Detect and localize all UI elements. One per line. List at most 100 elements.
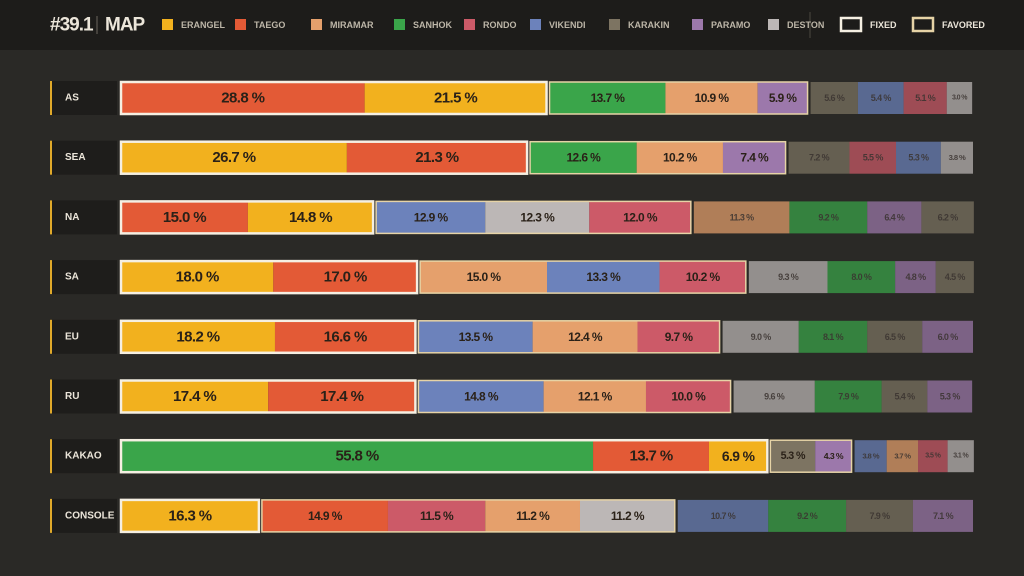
row-label-accent [50, 498, 52, 533]
bar-segment [947, 440, 974, 473]
group-border [119, 200, 375, 235]
group-border [119, 140, 529, 175]
bar-segment [748, 261, 828, 294]
bar-segment [918, 440, 948, 473]
legend-swatch [692, 19, 703, 30]
bar-segment [722, 141, 786, 174]
bar-segment [921, 201, 974, 234]
bar-segment [886, 440, 919, 473]
group-border [419, 260, 747, 294]
value-label: 6.5 % [885, 332, 906, 342]
group-border [548, 81, 809, 115]
bar-segment [121, 440, 594, 473]
group-border [119, 80, 548, 116]
row-label: SA [65, 272, 79, 283]
bar-segment [798, 320, 868, 353]
value-label: 7.2 % [809, 153, 830, 163]
value-label: 14.8 % [289, 209, 332, 226]
bar-segment [665, 82, 758, 114]
legend-swatch [162, 19, 173, 30]
bar-segment [768, 499, 847, 532]
value-label: 9.2 % [797, 511, 818, 521]
legend-label: TAEGO [254, 20, 285, 30]
value-label: 8.0 % [851, 272, 872, 282]
bar-segment [637, 320, 720, 353]
bar-segment [121, 141, 347, 174]
legend-label: MIRAMAR [330, 20, 374, 30]
value-label: 21.3 % [415, 149, 458, 166]
value-label: 5.4 % [894, 392, 915, 402]
bar-segment [770, 440, 816, 473]
bar-segment [346, 141, 528, 174]
bar-segment [121, 499, 259, 532]
value-label: 5.5 % [863, 153, 884, 163]
value-label: 13.5 % [459, 330, 494, 344]
value-label: 11.2 % [611, 509, 645, 523]
row-label-box [50, 379, 117, 414]
row-label-box [50, 319, 117, 354]
legend-label: RONDO [483, 20, 517, 30]
value-label: 3.7 % [894, 452, 911, 461]
bar-segment [722, 320, 799, 353]
bar-segment [896, 141, 941, 174]
bar-segment [895, 261, 936, 294]
value-label: 11.5 % [420, 509, 454, 523]
bar-segment [922, 320, 973, 353]
value-label: 12.4 % [568, 330, 603, 344]
bar-segment [788, 141, 850, 174]
bar-segment [946, 82, 973, 114]
bar-segment [903, 82, 947, 114]
row-label: CONSOLE [65, 510, 115, 521]
value-label: 17.0 % [324, 269, 367, 286]
value-label: 6.0 % [938, 332, 959, 342]
row-label-box [50, 200, 117, 235]
bar-segment [881, 380, 928, 413]
bar-segment [846, 499, 913, 532]
group-border [769, 439, 853, 473]
bar-segment [857, 82, 904, 114]
bar-segment [247, 201, 374, 234]
value-label: 3.0 % [952, 95, 968, 102]
value-label: 16.3 % [168, 507, 211, 524]
value-label: 5.6 % [824, 93, 845, 103]
row-label-box [50, 439, 117, 474]
bar-segment [867, 320, 923, 353]
chart-subtitle: MAP [105, 15, 146, 36]
value-label: 11.3 % [730, 212, 755, 222]
value-label: 7.9 % [870, 511, 891, 521]
bar-segment [376, 201, 486, 234]
group-border [119, 319, 417, 355]
value-label: 9.7 % [665, 330, 694, 344]
value-label: 9.2 % [818, 212, 839, 222]
value-label: 12.9 % [414, 210, 449, 224]
value-label: 13.3 % [586, 270, 621, 284]
value-label: 4.8 % [905, 272, 926, 282]
value-label: 8.1 % [823, 332, 844, 342]
value-label: 17.4 % [320, 388, 363, 405]
bar-segment [827, 261, 896, 294]
bar-segment [677, 499, 769, 532]
value-label: 12.3 % [520, 210, 555, 224]
value-label: 18.2 % [176, 328, 219, 345]
bar-segment [420, 261, 547, 294]
legend-label: DESTON [787, 20, 824, 30]
bar-segment [757, 82, 808, 114]
value-label: 3.8 % [949, 153, 966, 162]
value-label: 6.2 % [938, 212, 959, 222]
legend-swatch [394, 19, 405, 30]
row-label-box [50, 81, 117, 115]
value-label: 15.0 % [467, 270, 502, 284]
value-label: 9.0 % [751, 332, 772, 342]
row-label-accent [50, 379, 52, 414]
legend-swatch [768, 19, 779, 30]
value-label: 5.3 % [781, 450, 806, 462]
row-label-accent [50, 200, 52, 235]
bar-segment [273, 261, 418, 294]
row-label: EU [65, 331, 79, 342]
bar-segment [733, 380, 815, 413]
group-border [119, 259, 419, 295]
group-border [375, 200, 692, 235]
bar-segment [927, 380, 973, 413]
